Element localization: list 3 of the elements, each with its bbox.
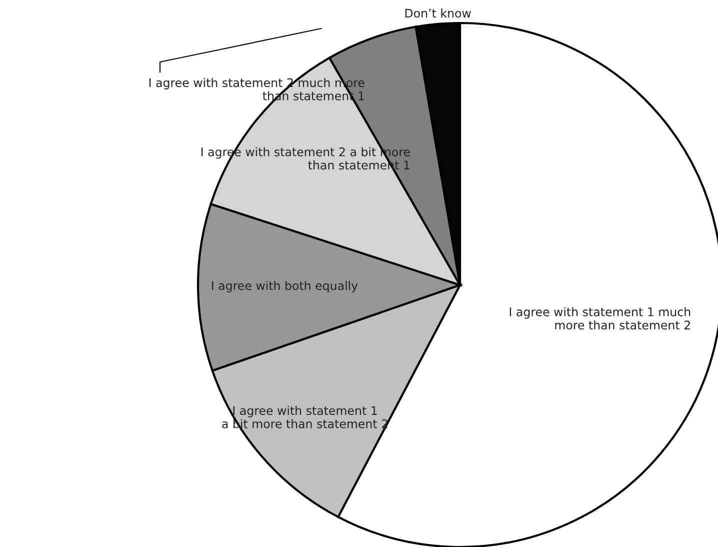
- slice-label: Don’t know: [405, 8, 471, 18]
- slice-label: I agree with statement 1 much more than statement 2: [510, 307, 690, 330]
- slice-label: I agree with both equally: [212, 280, 358, 292]
